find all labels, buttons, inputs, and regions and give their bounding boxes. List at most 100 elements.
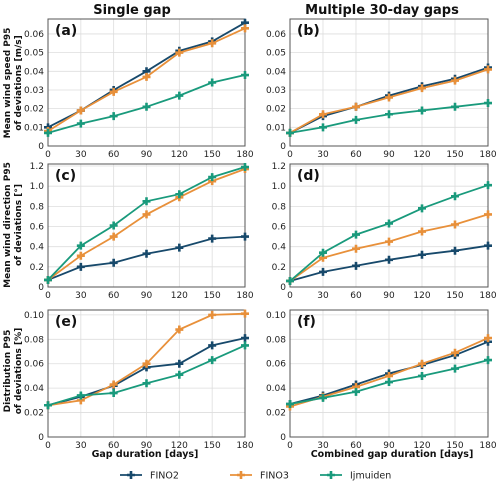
data-point-fino3 xyxy=(451,220,459,229)
y-tick-label: 0 xyxy=(280,283,286,293)
x-tick-label: 120 xyxy=(171,441,188,451)
row-label-wind-direction: Mean wind direction P95 of deviations [°… xyxy=(3,162,24,288)
plot-frame xyxy=(289,163,489,288)
legend-label-fino2: FINO2 xyxy=(150,471,179,482)
data-point-ijmuiden xyxy=(385,378,393,387)
data-point-fino3 xyxy=(319,110,327,119)
data-point-fino3 xyxy=(76,251,85,260)
x-tick-label: 60 xyxy=(108,441,120,451)
data-point-ijmuiden xyxy=(44,275,52,284)
data-point-ijmuiden xyxy=(418,204,426,213)
y-tick-label: 0.02 xyxy=(24,105,44,115)
data-point-ijmuiden xyxy=(484,99,492,108)
x-tick-label: 60 xyxy=(108,150,120,160)
data-point-fino2 xyxy=(208,341,217,350)
data-point-ijmuiden xyxy=(44,128,52,137)
data-point-fino2 xyxy=(175,243,184,252)
y-tick-label: 0.02 xyxy=(266,105,286,115)
data-point-ijmuiden xyxy=(451,192,459,201)
data-point-ijmuiden xyxy=(451,364,459,373)
x-tick-label: 60 xyxy=(108,291,120,301)
y-tick-label: 0.01 xyxy=(266,123,286,133)
data-point-ijmuiden xyxy=(241,71,249,80)
row-label-wind-direction-line1: Mean wind direction P95 xyxy=(3,162,13,288)
x-tick-label: 30 xyxy=(75,150,87,160)
data-point-fino2 xyxy=(142,249,151,258)
x-tick-label: 0 xyxy=(287,441,293,451)
data-point-ijmuiden xyxy=(175,190,184,199)
data-point-ijmuiden xyxy=(484,181,492,190)
data-point-fino3 xyxy=(352,102,360,111)
data-point-fino3 xyxy=(418,227,426,236)
panel-label: (b) xyxy=(297,23,320,39)
data-point-ijmuiden xyxy=(451,102,459,111)
panel-label: (d) xyxy=(297,168,320,184)
y-tick-label: 0.06 xyxy=(24,30,44,40)
data-point-ijmuiden xyxy=(241,341,249,350)
data-point-fino3 xyxy=(451,348,459,357)
x-tick-label: 90 xyxy=(141,150,153,160)
y-tick-label: 0.03 xyxy=(24,86,44,96)
x-axis-title-right: Combined gap duration [days] xyxy=(311,449,474,460)
row-label-distribution-line1: Distribution P95 xyxy=(3,330,13,413)
y-tick-label: 0.08 xyxy=(24,335,44,345)
x-tick-label: 150 xyxy=(446,291,463,301)
data-point-fino3 xyxy=(418,359,426,368)
data-point-ijmuiden xyxy=(352,387,360,396)
x-tick-label: 30 xyxy=(75,441,87,451)
y-tick-label: 1.0 xyxy=(272,182,287,192)
row-label-wind-direction-line2: of deviations [°] xyxy=(14,184,24,266)
x-tick-label: 180 xyxy=(479,291,496,301)
x-tick-label: 180 xyxy=(479,441,496,451)
y-tick-label: 0.02 xyxy=(266,409,286,419)
data-point-fino3 xyxy=(175,325,184,334)
data-point-ijmuiden xyxy=(319,248,327,257)
plot-frame xyxy=(289,309,489,438)
data-point-fino3 xyxy=(109,232,118,241)
data-point-fino2 xyxy=(484,241,492,250)
data-point-fino3 xyxy=(451,76,459,85)
data-point-fino2 xyxy=(385,255,393,264)
y-tick-label: 0 xyxy=(38,433,44,443)
data-point-fino2 xyxy=(451,246,459,255)
data-point-ijmuiden xyxy=(286,128,294,137)
data-point-fino3 xyxy=(109,87,118,96)
plot-frame xyxy=(47,309,246,438)
data-point-fino3 xyxy=(208,39,217,48)
panel-c: 0 0.2 0.4 0.6 0.8 1.0 1.2 0 30 60 90 120 150 180 (c) xyxy=(30,162,254,301)
x-tick-label: 180 xyxy=(236,150,253,160)
data-point-fino3 xyxy=(109,380,118,389)
y-tick-label: 1.2 xyxy=(30,162,44,172)
data-point-fino3 xyxy=(385,237,393,246)
x-tick-label: 120 xyxy=(171,291,188,301)
row-label-distribution: Distribution P95 of deviations [%] xyxy=(3,328,24,415)
data-point-ijmuiden xyxy=(76,391,85,400)
data-point-ijmuiden xyxy=(109,112,118,121)
x-tick-label: 60 xyxy=(350,291,362,301)
x-tick-label: 120 xyxy=(171,150,188,160)
x-tick-label: 0 xyxy=(45,441,51,451)
y-tick-label: 0 xyxy=(38,142,44,152)
data-point-ijmuiden xyxy=(418,106,426,115)
x-tick-label: 150 xyxy=(204,291,221,301)
data-point-ijmuiden xyxy=(286,400,294,409)
legend-label-ijmuiden: Ijmuiden xyxy=(350,471,391,482)
data-point-fino3 xyxy=(142,210,151,219)
x-tick-label: 60 xyxy=(350,441,362,451)
y-tick-label: 0.04 xyxy=(266,67,286,77)
panel-e: 0 0.02 0.04 0.06 0.08 0.10 0 30 60 90 120 150 180 (e) xyxy=(24,309,254,451)
y-tick-label: 0.05 xyxy=(266,49,286,59)
x-tick-label: 120 xyxy=(413,150,430,160)
row-label-wind-speed-line2: of deviations [m/s] xyxy=(14,35,24,131)
y-tick-label: 0.4 xyxy=(30,243,45,253)
row-label-wind-speed: Mean wind speed P95 of deviations [m/s] xyxy=(3,28,24,139)
y-tick-label: 0.04 xyxy=(266,384,286,394)
panel-b: 0 0.01 0.02 0.03 0.04 0.05 0.06 0 30 60 90 120 150 18… xyxy=(266,18,497,160)
x-tick-label: 90 xyxy=(383,441,395,451)
data-point-ijmuiden xyxy=(352,115,360,124)
panel-a: 0 0.01 0.02 0.03 0.04 0.05 0.06 0 30 60 90 120 150 18… xyxy=(24,18,254,160)
y-tick-label: 0.08 xyxy=(266,335,286,345)
y-tick-label: 0.06 xyxy=(24,360,44,370)
x-tick-label: 0 xyxy=(287,291,293,301)
